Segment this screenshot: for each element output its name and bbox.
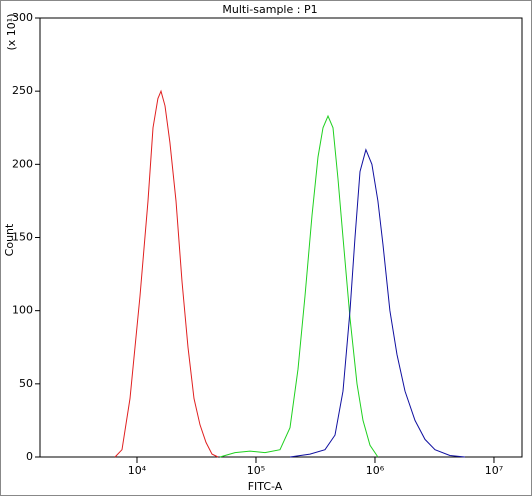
y-tick-label: 100 bbox=[12, 304, 33, 317]
x-tick-label: 10⁴ bbox=[128, 464, 147, 477]
y-tick-label: 50 bbox=[19, 377, 33, 390]
histogram-line bbox=[289, 148, 465, 458]
y-tick-label: 300 bbox=[12, 11, 33, 24]
histogram-line bbox=[219, 114, 379, 458]
x-tick-label: 10⁵ bbox=[247, 464, 265, 477]
y-axis-label: Count bbox=[3, 223, 16, 256]
y-tick-label: 0 bbox=[26, 450, 33, 463]
y-tick-label: 250 bbox=[12, 84, 33, 97]
x-axis-label: FITC-A bbox=[248, 480, 283, 493]
x-tick-label: 10⁶ bbox=[366, 464, 385, 477]
y-tick-label: 150 bbox=[12, 231, 33, 244]
histogram-line bbox=[114, 89, 219, 458]
y-tick-label: 200 bbox=[12, 157, 33, 170]
x-tick-label: 10⁷ bbox=[485, 464, 503, 477]
chart-title: Multi-sample : P1 bbox=[222, 3, 317, 16]
y-multiplier: (x 10¹) bbox=[5, 14, 18, 51]
